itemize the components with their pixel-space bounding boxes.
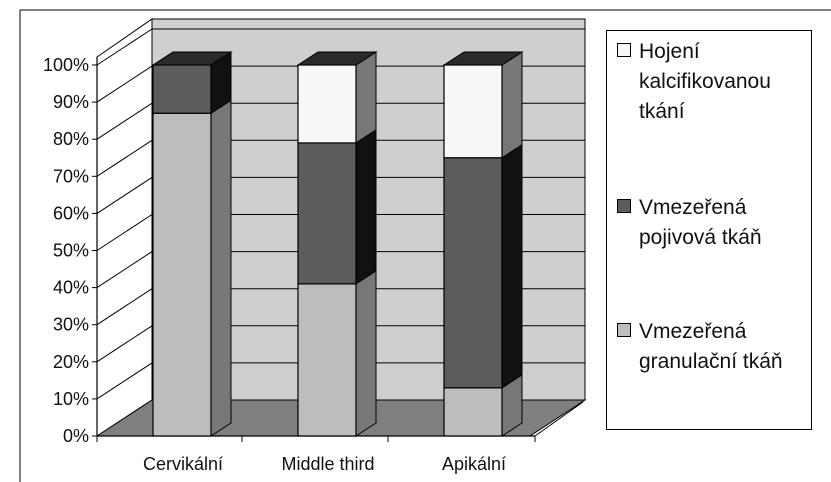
bar-top-0 [151, 51, 233, 66]
x-category-label: Apikální [442, 454, 506, 474]
y-tick-label: 40% [53, 278, 89, 298]
gridline-side [96, 139, 153, 177]
bar-segment-1-1 [297, 142, 357, 285]
y-tick-label: 100% [43, 55, 89, 75]
y-tick-label: 70% [53, 166, 89, 186]
chart-legend: Hojení kalcifikovanou tkání Vmezeřená po… [606, 30, 812, 430]
gridline-side [96, 28, 153, 66]
bar-segment-0-0 [152, 112, 212, 437]
gridline-side [96, 214, 153, 251]
y-tick-label: 90% [53, 92, 89, 112]
legend-label-calcified: Hojení kalcifikovanou tkání [639, 40, 771, 123]
x-category-label: Cervikální [143, 454, 223, 474]
x-category-label: Middle third [281, 454, 374, 474]
bar-segment-0-1 [152, 64, 212, 114]
gridline-side [96, 325, 153, 363]
y-tick-label: 10% [53, 389, 89, 409]
bar-top-2 [442, 51, 524, 66]
legend-swatch-calcified [617, 43, 631, 57]
y-tick-label: 30% [53, 315, 89, 335]
gridline-side [96, 65, 153, 103]
bar-segment-1-2 [297, 64, 357, 144]
chart-side-wall [96, 18, 153, 437]
bar-segment-1-0 [297, 283, 357, 437]
y-tick-label: 60% [53, 203, 89, 223]
bar-side-1-0 [355, 269, 377, 437]
legend-swatch-granulation [617, 323, 631, 337]
bar-side-2-2 [501, 51, 523, 159]
bar-side-0-0 [210, 99, 232, 437]
bar-segment-2-1 [443, 157, 503, 389]
bar-top-1 [296, 51, 378, 66]
bar-side-1-1 [355, 128, 377, 285]
bar-side-2-1 [501, 143, 523, 389]
y-tick-label: 50% [53, 241, 89, 261]
legend-swatch-connective [617, 199, 631, 213]
gridline-side [96, 362, 153, 400]
x-axis-depth-line [534, 401, 584, 437]
gridline-side [96, 251, 153, 289]
y-tick-label: 0% [63, 426, 89, 446]
bar-segment-2-2 [443, 64, 503, 159]
legend-label-connective: Vmezeřená pojivová tkáň [639, 196, 762, 249]
y-tick-label: 20% [53, 352, 89, 372]
y-tick-label: 80% [53, 129, 89, 149]
gridline-side [96, 102, 153, 140]
bar-side-1-2 [355, 51, 377, 144]
legend-label-granulation: Vmezeřená granulační tkáň [639, 320, 783, 373]
gridline-side [96, 176, 153, 214]
gridline-side [96, 288, 153, 326]
bar-segment-2-0 [443, 387, 503, 437]
